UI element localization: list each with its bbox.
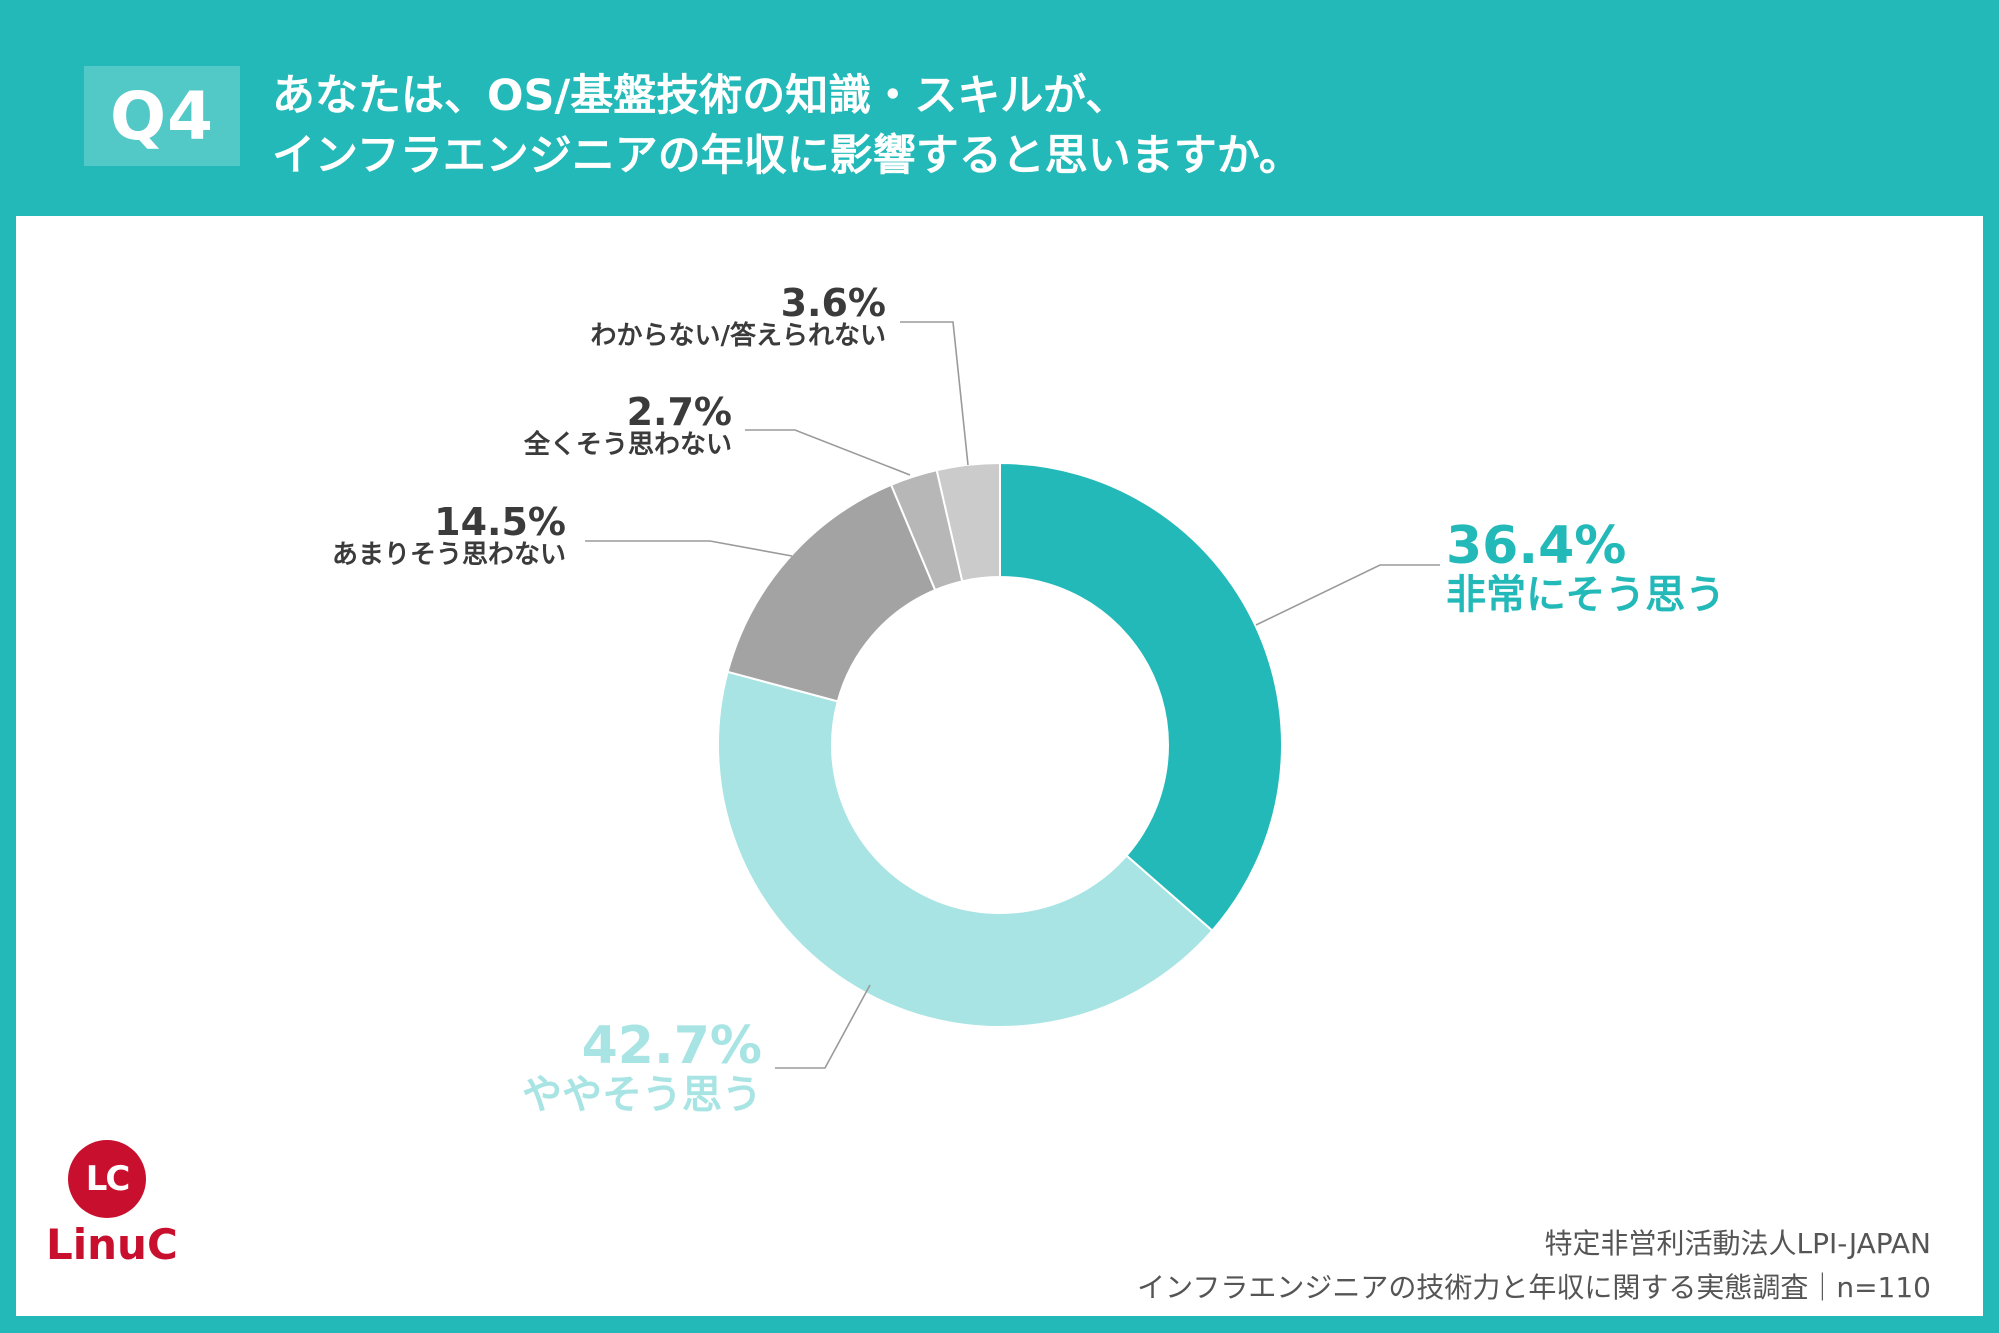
label-not-at-all-pct: 2.7% [626, 390, 732, 434]
leader-line-somewhat [775, 984, 871, 1069]
label-not-at-all-caption: 全くそう思わない [523, 430, 732, 460]
chart-panel [16, 216, 1983, 1316]
linuc-logo: LC LinuC [46, 1140, 186, 1269]
label-not-much: 14.5% あまりそう思わない [260, 503, 566, 571]
logo-mark: LC [68, 1140, 146, 1218]
label-very-pct: 36.4% [1446, 516, 1627, 576]
label-unknown-caption: わからない/答えられない [590, 321, 887, 351]
leader-line-not-at-all [745, 429, 911, 476]
label-somewhat-pct: 42.7% [581, 1016, 762, 1076]
label-very-caption: 非常にそう思う [1446, 572, 1726, 618]
label-somewhat: 42.7% ややそう思う [460, 1020, 762, 1118]
leader-line-very [1255, 564, 1440, 626]
footer-source: 特定非営利活動法人LPI-JAPAN インフラエンジニアの技術力と年収に関する実… [1137, 1222, 1931, 1310]
footer-org: 特定非営利活動法人LPI-JAPAN [1544, 1227, 1931, 1260]
question-title: あなたは、OS/基盤技術の知識・スキルが、 インフラエンジニアの年収に影響すると… [272, 66, 1922, 186]
slice-very [999, 461, 1283, 933]
slice-unknown [935, 461, 1001, 583]
label-somewhat-caption: ややそう思う [522, 1072, 762, 1118]
label-not-much-pct: 14.5% [434, 500, 566, 544]
label-not-much-caption: あまりそう思わない [331, 540, 566, 570]
leader-line-not-much [585, 540, 793, 557]
label-very: 36.4% 非常にそう思う [1446, 520, 1725, 618]
footer-survey: インフラエンジニアの技術力と年収に関する実態調査｜n=110 [1137, 1271, 1931, 1304]
slice-somewhat [717, 670, 1214, 1028]
title-line-2: インフラエンジニアの年収に影響すると思いますか。 [272, 131, 1302, 181]
label-unknown: 3.6% わからない/答えられない [500, 281, 887, 352]
label-not-at-all: 2.7% 全くそう思わない [430, 393, 732, 461]
label-unknown-pct: 3.6% [780, 281, 886, 325]
question-badge: Q4 [84, 66, 240, 166]
header: Q4 あなたは、OS/基盤技術の知識・スキルが、 インフラエンジニアの年収に影響… [0, 0, 1999, 215]
logo-wordmark: LinuC [46, 1220, 178, 1269]
title-line-1: あなたは、OS/基盤技術の知識・スキルが、 [272, 71, 1129, 121]
leader-line-unknown [900, 321, 969, 466]
